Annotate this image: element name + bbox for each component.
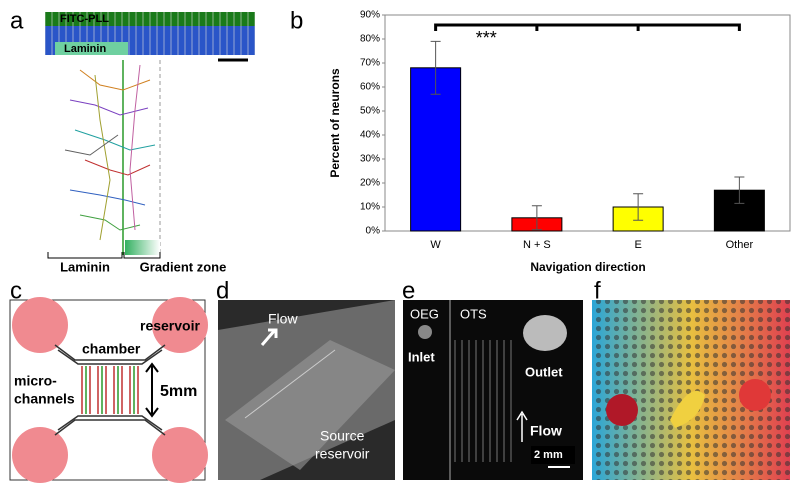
panel-letter: b [290,7,303,34]
y-tick-label: 0% [366,226,381,237]
inlet [418,325,432,339]
reservoir [12,297,68,353]
error-bar [633,193,644,221]
label: Laminin [60,259,110,274]
label: micro- [14,373,57,389]
label: 2 mm [534,449,563,461]
plot-frame [384,14,791,232]
label: chamber [82,341,141,357]
channels [244,349,336,419]
significance-bracket [434,23,741,31]
label: Gradient zone [140,259,227,274]
micro-channels [81,366,139,414]
panel-d: Flow Source reservoir [218,300,395,480]
reservoir [152,427,208,483]
label: Inlet [408,349,435,364]
panel-a: FITC-PLL Laminin Laminin Gradient zone [45,12,255,274]
reservoir [152,297,208,353]
x-tick-label: Other [726,239,754,251]
label: 5mm [160,383,197,400]
laminin-box [55,42,128,55]
y-tick-label: 30% [360,154,380,165]
channels [454,340,512,462]
outlet [523,315,567,351]
y-tick-label: 40% [360,130,380,141]
x-tick-label: E [634,239,641,251]
label: reservoir [315,446,370,462]
y-axis-label: Percent of neurons [328,68,342,178]
label: OEG [410,306,439,321]
label: Laminin [64,43,106,55]
label: channels [14,391,75,407]
label: reservoir [140,318,200,334]
bracket [47,252,161,259]
label: Flow [530,423,562,439]
y-tick-label: 80% [360,34,380,45]
panel-letter: c [10,277,22,304]
chamber [54,344,166,436]
neuron-traces [64,64,156,241]
error-bar [734,176,745,204]
y-tick-label: 70% [360,58,380,69]
panel-e: OEG OTS Inlet Outlet Flow 2 mm [403,300,583,480]
label: FITC-PLL [60,13,109,25]
label: OTS [460,306,487,321]
y-tick-label: 60% [360,82,380,93]
x-tick-label: N + S [523,239,551,251]
y-tick-label: 90% [360,10,380,21]
label: Outlet [525,364,563,379]
panel-letter: f [594,277,601,304]
annotation: *** [476,28,497,48]
y-tick-label: 10% [360,202,380,213]
y-tick-label: 50% [360,106,380,117]
y-tick-label: 20% [360,178,380,189]
flow-arrow [260,328,278,346]
panel-letter: e [402,277,415,304]
rose [739,379,771,411]
bar [410,67,462,232]
reservoir [12,427,68,483]
label: Source [320,428,365,444]
x-tick-label: W [430,239,441,251]
device [225,340,395,470]
gradient-zone [125,240,160,255]
error-bar [430,40,441,95]
label: Flow [268,311,298,327]
bar-chart: Navigation direction Percent of neurons … [328,10,791,274]
scale-box [531,446,575,464]
error-bar [531,205,542,231]
panel-f [592,300,790,480]
banana [670,390,705,428]
x-axis-label: Navigation direction [530,260,645,274]
flow-arrow [516,410,528,442]
berries [606,394,638,426]
panel-letter: d [216,277,229,304]
panel-letter: a [10,7,24,34]
size-arrow [145,362,159,418]
panel-c: reservoir chamber micro- channels 5mm [9,297,208,483]
